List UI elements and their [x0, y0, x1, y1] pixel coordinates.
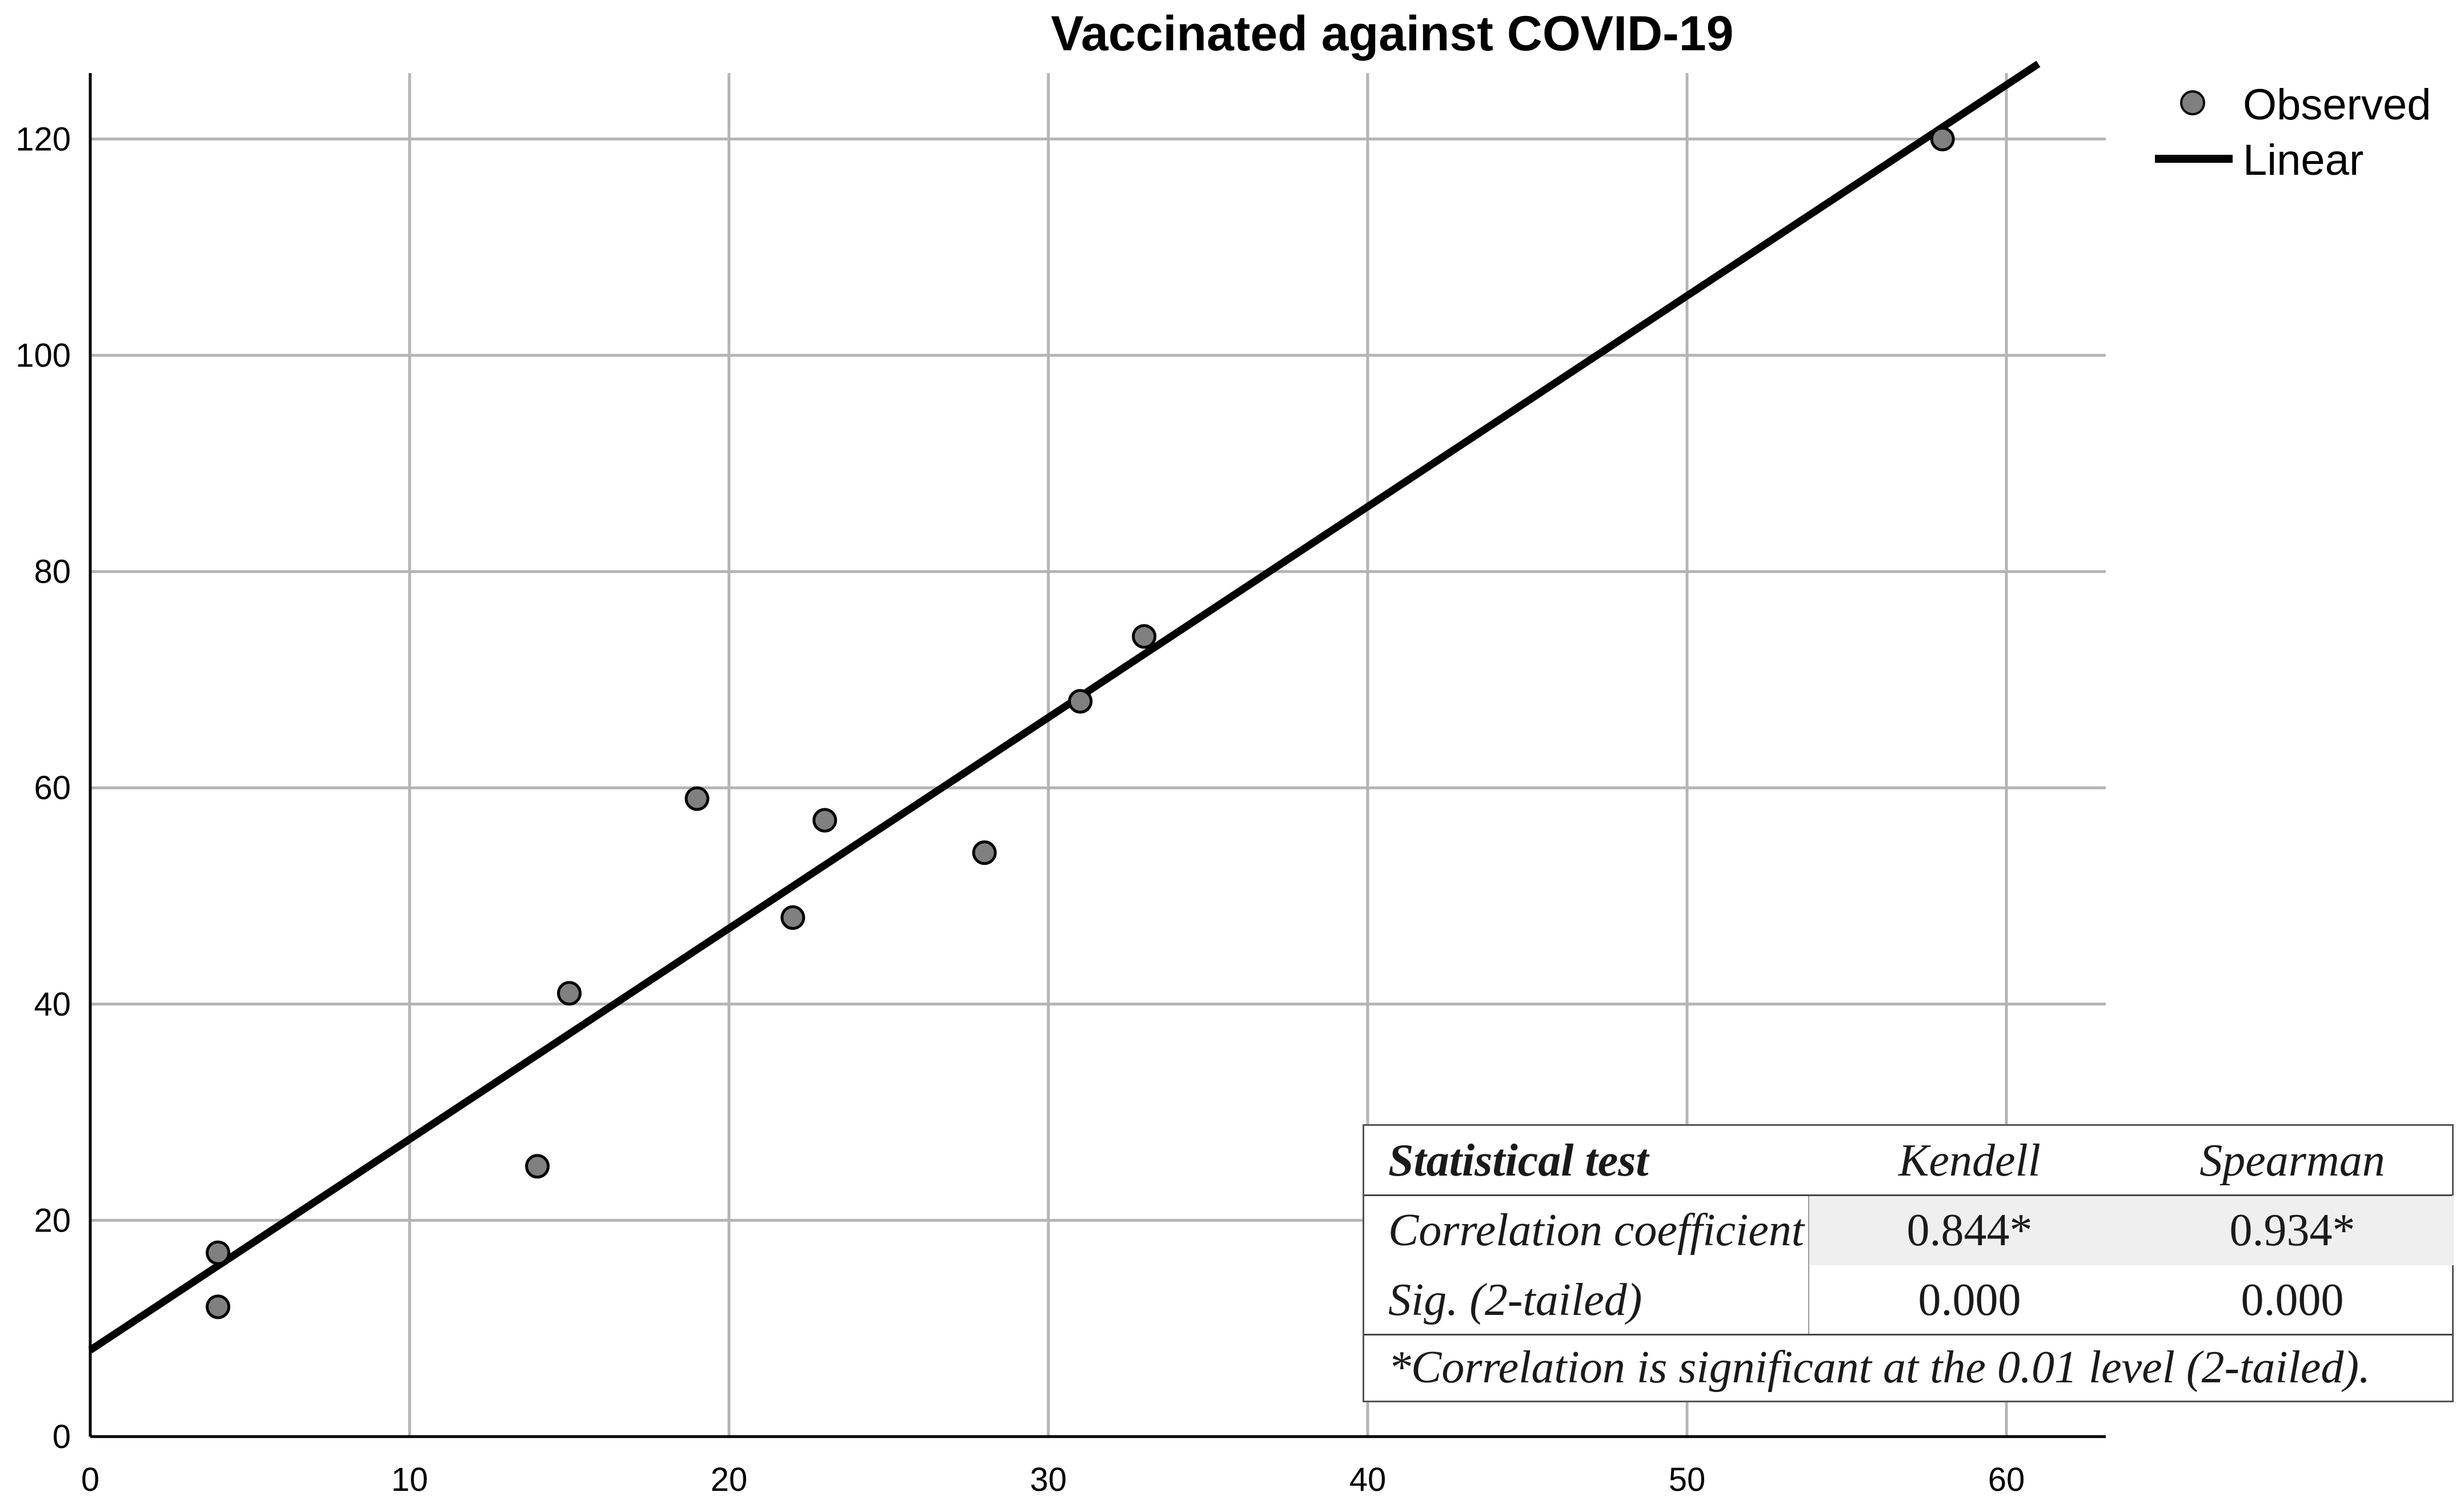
fit-line-layer: [88, 61, 2041, 1353]
kendell-significance: 0.000: [1918, 1275, 2021, 1325]
table-row: Correlation coefficient 0.844* 0.934*: [1364, 1196, 2452, 1265]
header-statistical-test: Statistical test: [1388, 1136, 1649, 1186]
x-tick-label-20: 20: [711, 1461, 748, 1497]
y-tick-label-120: 120: [15, 121, 71, 158]
observed-point-6: [780, 905, 806, 930]
header-spearman: Spearman: [2199, 1136, 2385, 1186]
y-tick-label-80: 80: [34, 554, 71, 591]
y-tick-label-60: 60: [34, 769, 71, 807]
observed-points: [206, 126, 1955, 1319]
observed-point-11: [1930, 126, 1955, 151]
observed-point-8: [972, 840, 997, 865]
x-tick-label-50: 50: [1669, 1461, 1706, 1497]
observed-point-4: [557, 981, 582, 1006]
table-column-divider: [1808, 1196, 1809, 1335]
legend: Observed Linear: [2155, 81, 2431, 185]
spearman-significance: 0.000: [2241, 1275, 2344, 1325]
y-tick-label-20: 20: [34, 1202, 71, 1239]
table-footnote: *Correlation is significant at the 0.01 …: [1388, 1342, 2371, 1393]
legend-linear-label: Linear: [2243, 136, 2363, 185]
observed-point-7: [812, 808, 838, 833]
observed-point-5: [684, 786, 710, 811]
linear-fit-line: [88, 61, 2041, 1353]
table-row: Sig. (2-tailed) 0.000 0.000: [1364, 1265, 2452, 1335]
x-tick-label-60: 60: [1988, 1461, 2025, 1497]
observed-point-1: [206, 1240, 231, 1265]
spearman-coefficient: 0.934*: [2229, 1205, 2355, 1256]
grid-lines: [90, 73, 2106, 1437]
row-label-significance: Sig. (2-tailed): [1388, 1275, 1642, 1325]
table-footnote-row: *Correlation is significant at the 0.01 …: [1364, 1333, 2452, 1402]
observed-point-9: [1068, 689, 1093, 714]
footnote-rule: [1364, 1334, 2452, 1335]
coefficient-row-shading: [1808, 1196, 2454, 1265]
row-label-correlation: Correlation coefficient: [1388, 1205, 1805, 1256]
axes: [89, 73, 2106, 1438]
x-tick-label-0: 0: [81, 1461, 99, 1497]
header-rule: [1364, 1194, 2452, 1196]
y-tick-label-40: 40: [34, 986, 71, 1023]
y-tick-label-100: 100: [15, 337, 71, 374]
tick-labels: 0 10 20 30 40 50 60 0 20 40 60 80 100 120: [15, 121, 2025, 1498]
x-tick-label-40: 40: [1349, 1461, 1387, 1497]
observed-point-10: [1132, 624, 1157, 649]
y-tick-label-0: 0: [53, 1418, 71, 1455]
x-tick-label-30: 30: [1030, 1461, 1067, 1497]
chart-title: Vaccinated against COVID-19: [1051, 6, 1734, 61]
stats-table: Statistical test Kendell Spearman Correl…: [1363, 1124, 2454, 1402]
legend-observed-label: Observed: [2243, 81, 2431, 129]
observed-point-3: [525, 1154, 550, 1179]
header-kendell: Kendell: [1898, 1136, 2041, 1186]
legend-observed-marker: [2180, 90, 2205, 115]
x-tick-label-10: 10: [391, 1461, 428, 1497]
kendell-coefficient: 0.844*: [1906, 1205, 2033, 1256]
observed-point-2: [206, 1294, 231, 1319]
table-header-row: Statistical test Kendell Spearman: [1364, 1126, 2452, 1196]
